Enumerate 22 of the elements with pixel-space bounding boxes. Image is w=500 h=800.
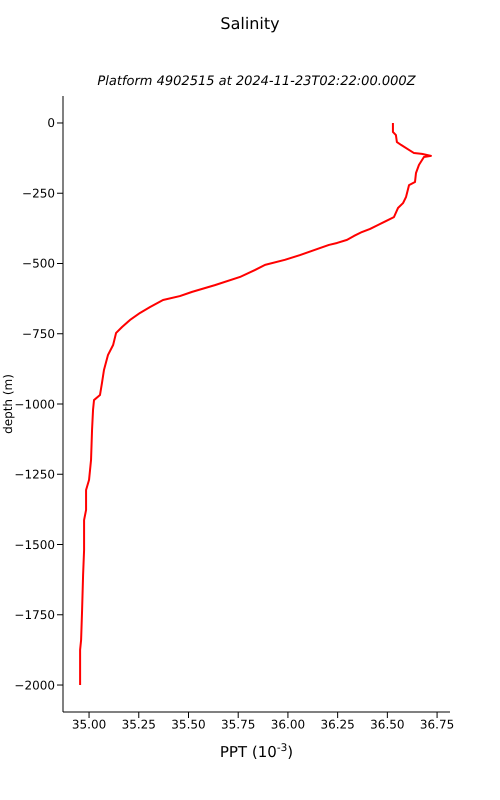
x-tick-label: 36.00 bbox=[270, 718, 306, 732]
y-tick-label: −2000 bbox=[14, 678, 55, 692]
x-tick-label: 36.75 bbox=[420, 718, 454, 732]
x-tick-label: 36.50 bbox=[370, 718, 405, 732]
y-tick-label: −750 bbox=[22, 327, 55, 342]
x-tick-label: 35.00 bbox=[72, 718, 106, 732]
y-tick-label: −1750 bbox=[14, 608, 55, 622]
x-tick-label: 35.50 bbox=[171, 718, 206, 732]
chart-subtitle: Platform 4902515 at 2024-11-23T02:22:00.000Z bbox=[96, 74, 417, 89]
y-tick-label: −1000 bbox=[14, 397, 55, 412]
y-tick-label: −1500 bbox=[14, 538, 55, 552]
y-tick-label: −250 bbox=[22, 186, 55, 200]
chart-title: Salinity bbox=[219, 14, 281, 33]
y-tick-label: 0 bbox=[47, 116, 55, 130]
y-axis-title: depth (m) bbox=[1, 374, 15, 434]
y-tick-label: −500 bbox=[22, 256, 55, 271]
x-tick-label: 36.25 bbox=[320, 718, 355, 732]
x-tick-label: 35.25 bbox=[122, 718, 156, 732]
y-tick-label: −1250 bbox=[14, 468, 55, 482]
line-series bbox=[79, 122, 432, 686]
x-tick-label: 35.75 bbox=[221, 718, 256, 732]
x-axis-title: PPT (10$^{-3}$) bbox=[220, 742, 294, 761]
